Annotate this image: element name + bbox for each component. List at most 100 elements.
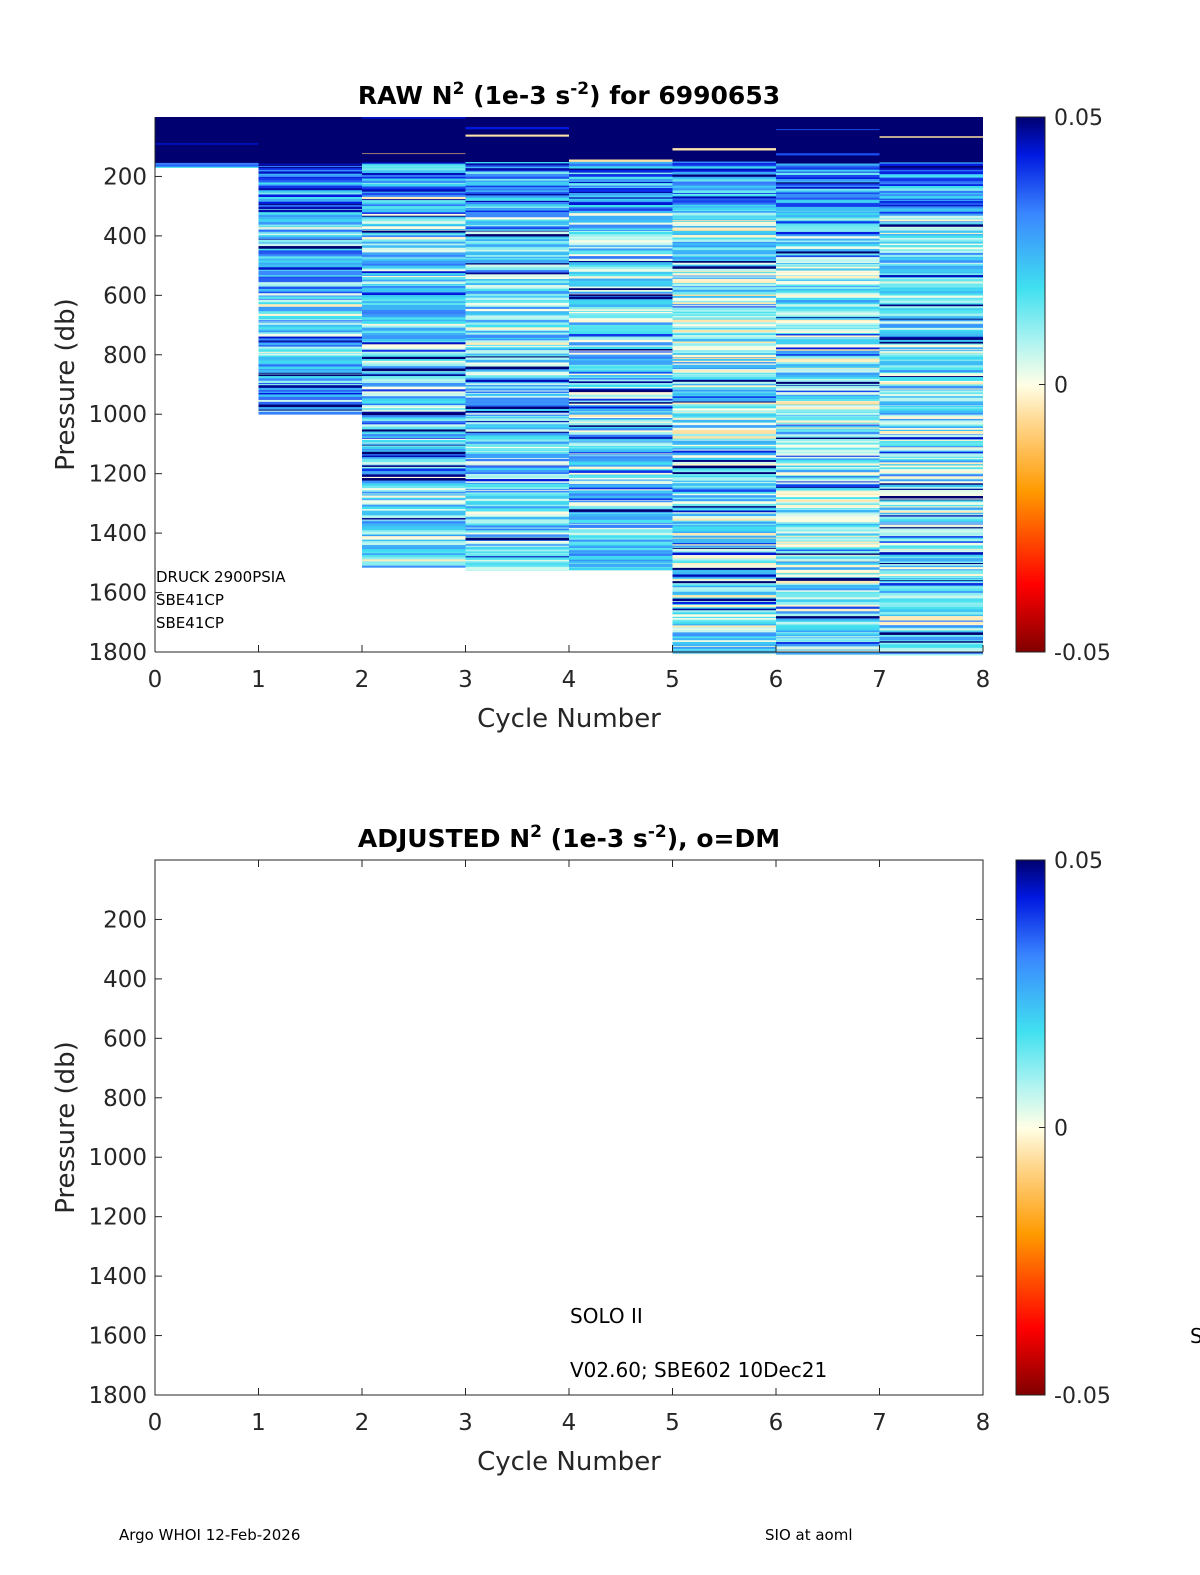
heatmap-cell xyxy=(362,549,466,551)
heatmap-cell xyxy=(879,189,983,192)
heatmap-cell xyxy=(879,323,983,325)
heatmap-cell xyxy=(879,213,983,217)
heatmap-cell xyxy=(258,366,362,370)
heatmap-cell xyxy=(879,392,983,395)
x-tick-label: 7 xyxy=(872,667,887,693)
heatmap-cell xyxy=(258,117,362,120)
heatmap-cell xyxy=(672,326,776,329)
heatmap-cell xyxy=(465,474,569,477)
heatmap-cell xyxy=(362,494,466,496)
heatmap-cell xyxy=(672,560,776,563)
heatmap-cell xyxy=(776,487,880,491)
heatmap-cell xyxy=(569,319,673,323)
heatmap-cell xyxy=(672,625,776,628)
heatmap-cell xyxy=(569,125,673,128)
heatmap-cell xyxy=(258,175,362,178)
heatmap-cell xyxy=(672,427,776,431)
heatmap-cell xyxy=(672,242,776,246)
heatmap-cell xyxy=(465,151,569,155)
heatmap-cell xyxy=(362,464,466,466)
heatmap-cell xyxy=(258,164,362,166)
heatmap-cell xyxy=(569,507,673,509)
heatmap-cell xyxy=(465,146,569,148)
heatmap-cell xyxy=(672,283,776,285)
heatmap-cell xyxy=(258,239,362,241)
heatmap-cell xyxy=(569,254,673,257)
heatmap-cell xyxy=(776,494,880,498)
heatmap-cell xyxy=(569,462,673,466)
heatmap-cell xyxy=(465,352,569,354)
heatmap-cell xyxy=(465,349,569,351)
heatmap-cell xyxy=(776,213,880,216)
heatmap-cell xyxy=(879,534,983,537)
heatmap-cell xyxy=(465,397,569,400)
heatmap-cell xyxy=(879,123,983,127)
heatmap-cell xyxy=(465,414,569,417)
heatmap-cell xyxy=(672,535,776,537)
heatmap-cell xyxy=(672,392,776,395)
heatmap-cell xyxy=(672,319,776,323)
heatmap-cell xyxy=(672,272,776,274)
heatmap-cell xyxy=(258,227,362,229)
heatmap-cell xyxy=(155,139,259,143)
heatmap-cell xyxy=(879,385,983,389)
heatmap-cell xyxy=(672,440,776,444)
heatmap-cell xyxy=(362,331,466,334)
heatmap-cell xyxy=(362,146,466,148)
heatmap-cell xyxy=(672,618,776,621)
heatmap-cell xyxy=(672,422,776,424)
heatmap-cell xyxy=(776,451,880,453)
heatmap-cell xyxy=(879,228,983,230)
heatmap-cell xyxy=(362,497,466,499)
heatmap-cell xyxy=(569,128,673,131)
heatmap-cell xyxy=(672,308,776,311)
heatmap-cell xyxy=(362,317,466,321)
heatmap-cell xyxy=(258,235,362,238)
heatmap-cell xyxy=(465,356,569,358)
heatmap-cell xyxy=(258,330,362,333)
heatmap-cell xyxy=(569,411,673,413)
heatmap-cell xyxy=(569,187,673,191)
heatmap-cell xyxy=(776,458,880,461)
heatmap-cell xyxy=(672,324,776,327)
heatmap-cell xyxy=(465,167,569,169)
heatmap-cell xyxy=(569,293,673,295)
heatmap-cell xyxy=(672,193,776,195)
heatmap-cell xyxy=(465,379,569,383)
heatmap-cell xyxy=(879,518,983,521)
heatmap-cell xyxy=(776,415,880,417)
heatmap-cell xyxy=(672,344,776,347)
heatmap-cell xyxy=(879,373,983,375)
heatmap-cell xyxy=(879,478,983,480)
heatmap-cell xyxy=(672,423,776,426)
heatmap-cell xyxy=(569,500,673,503)
heatmap-cell xyxy=(776,405,880,408)
heatmap-cell xyxy=(258,256,362,259)
heatmap-cell xyxy=(465,227,569,230)
heatmap-cell xyxy=(672,446,776,449)
heatmap-cell xyxy=(879,150,983,152)
heatmap-cell xyxy=(672,373,776,376)
heatmap-cell xyxy=(569,364,673,367)
heatmap-cell xyxy=(465,442,569,444)
y-tick-label: 400 xyxy=(103,967,147,993)
heatmap-cell xyxy=(465,324,569,326)
heatmap-cell xyxy=(672,328,776,331)
heatmap-cell xyxy=(879,582,983,584)
heatmap-cell xyxy=(776,142,880,144)
heatmap-cell xyxy=(879,119,983,122)
heatmap-cell xyxy=(672,622,776,624)
heatmap-cell xyxy=(258,264,362,267)
heatmap-cell xyxy=(569,120,673,123)
heatmap-cell xyxy=(776,543,880,546)
heatmap-cell xyxy=(362,539,466,542)
heatmap-cell xyxy=(465,487,569,490)
heatmap-cell xyxy=(465,431,569,434)
heatmap-cell xyxy=(879,190,983,194)
heatmap-cell xyxy=(776,306,880,310)
heatmap-cell xyxy=(465,537,569,541)
heatmap-cell xyxy=(879,520,983,523)
heatmap-cell xyxy=(569,489,673,491)
heatmap-cell xyxy=(258,168,362,171)
heatmap-cell xyxy=(672,562,776,564)
